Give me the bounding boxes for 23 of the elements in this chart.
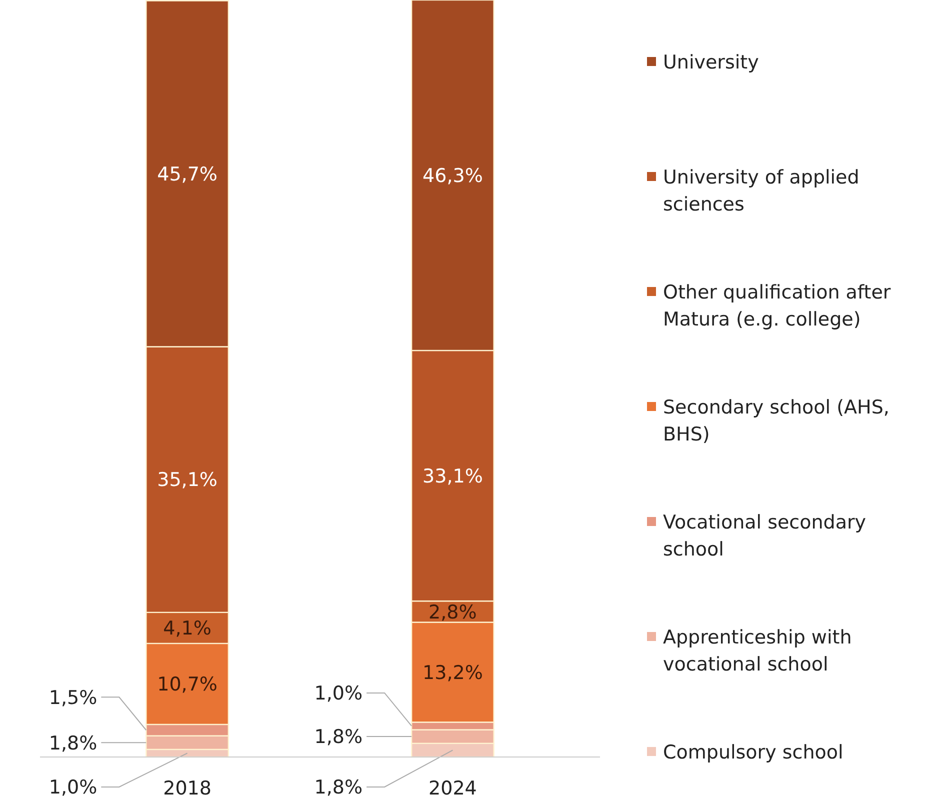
data-label: 33,1% xyxy=(422,465,483,488)
legend-label: Compulsory school xyxy=(663,742,844,764)
data-label: 46,3% xyxy=(422,164,483,187)
legend-label: Vocational secondary school xyxy=(663,512,866,561)
legend-label: University of applied sciences xyxy=(663,166,860,216)
legend-label: University xyxy=(663,52,759,74)
data-label: 1,5% xyxy=(48,686,98,709)
legend-label: Apprenticeship with vocational school xyxy=(663,626,852,676)
data-label: 4,1% xyxy=(163,618,212,640)
data-label: 35,1% xyxy=(157,469,218,492)
data-label: 1,8% xyxy=(314,726,363,748)
x-tick-label: 2024 xyxy=(428,778,477,800)
data-label: 1,8% xyxy=(48,732,98,754)
data-label: 1,0% xyxy=(48,776,98,799)
data-label: 1,8% xyxy=(314,776,363,799)
data-label: 13,2% xyxy=(422,662,483,684)
data-label: 2,8% xyxy=(428,601,477,624)
legend-label: Secondary school (AHS, BHS) xyxy=(663,396,890,446)
x-tick-label: 2018 xyxy=(163,778,212,800)
data-label: 1,0% xyxy=(314,682,363,705)
data-label: 45,7% xyxy=(157,163,218,186)
legend-label: Other qualification after Matura (e.g. college) xyxy=(663,282,891,331)
data-label: 10,7% xyxy=(157,674,218,696)
